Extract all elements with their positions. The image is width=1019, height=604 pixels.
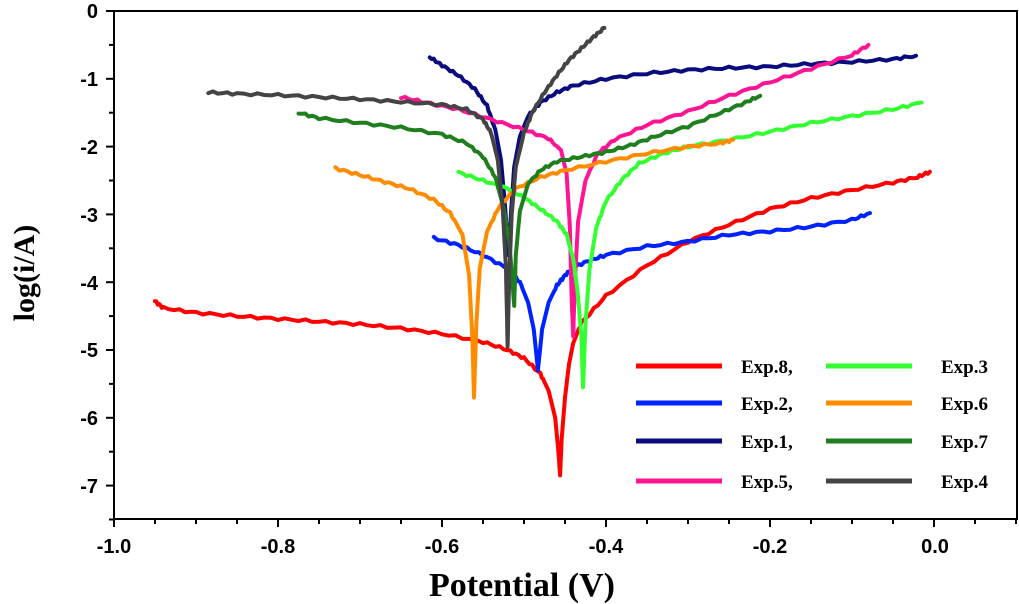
x-tick-labels: -1.0 -0.8 -0.6 -0.4 -0.2 0.0	[97, 536, 949, 558]
series-layer	[153, 25, 932, 478]
legend-label-exp4: Exp.4	[941, 472, 988, 493]
y-tick-labels: 0 -1 -2 -3 -4 -5 -6 -7	[80, 1, 99, 498]
y-tick-label: -7	[80, 476, 98, 498]
y-tick-label: -2	[80, 137, 98, 159]
legend-label-exp2: Exp.2,	[741, 394, 793, 415]
series-line-exp7	[296, 93, 763, 308]
legend-label-exp8: Exp.8,	[741, 357, 793, 378]
y-tick-label: -3	[80, 205, 98, 227]
legend-label-exp6: Exp.6	[941, 394, 988, 415]
legend-label-exp5: Exp.5,	[741, 472, 793, 493]
x-tick-label: -0.2	[753, 536, 787, 558]
y-tick-label: -1	[80, 69, 98, 91]
y-tick-label: -6	[80, 408, 98, 430]
series-line-exp8	[153, 169, 932, 478]
x-tick-label: -0.8	[261, 536, 295, 558]
tick-marks	[106, 10, 1017, 527]
x-tick-label: -0.4	[589, 536, 624, 558]
x-axis-title: Potential (V)	[429, 567, 615, 604]
y-tick-label: -5	[80, 340, 98, 362]
legend-label-exp3: Exp.3	[941, 357, 988, 378]
legend-label-exp7: Exp.7	[941, 432, 988, 453]
x-tick-label: -1.0	[97, 536, 131, 558]
y-tick-label: -4	[80, 273, 99, 295]
y-tick-label: 0	[87, 1, 98, 23]
y-axis-title: log(i/A)	[8, 225, 41, 322]
x-tick-label: 0.0	[921, 536, 949, 558]
x-tick-label: -0.6	[425, 536, 459, 558]
series-line-exp4	[206, 25, 607, 349]
series-line-exp6	[333, 137, 736, 400]
legend-label-exp1: Exp.1,	[741, 432, 793, 453]
series-line-exp1	[427, 53, 918, 258]
legend: Exp.8, Exp.3 Exp.2, Exp.6 Exp.1, Exp.7 E…	[636, 357, 988, 493]
series-line-exp3	[456, 100, 924, 390]
